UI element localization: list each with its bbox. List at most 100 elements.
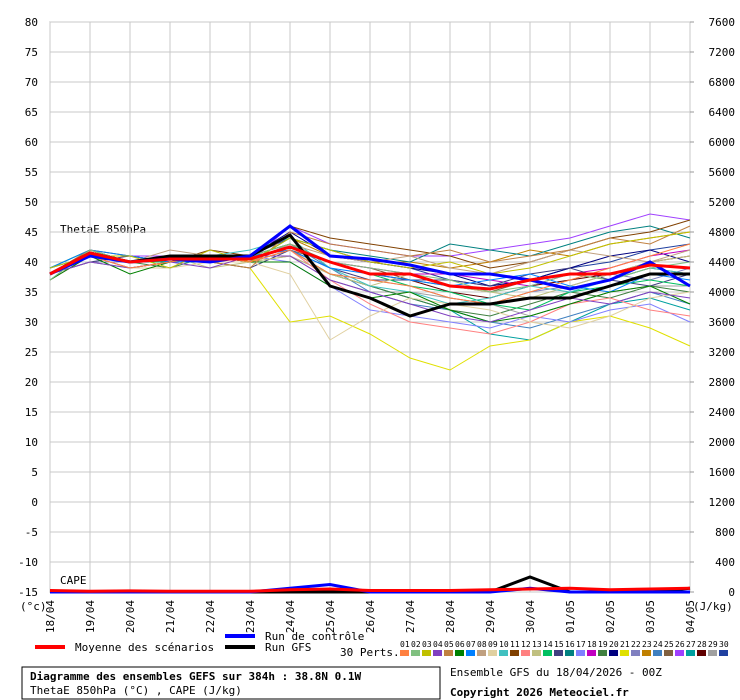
cape-line	[49, 586, 691, 593]
y2-tick-label: 6400	[709, 106, 736, 119]
legend-label: 22	[631, 640, 641, 649]
y2-tick-label: 5600	[709, 166, 736, 179]
legend-swatch	[675, 650, 684, 656]
legend-label: 07	[466, 640, 476, 649]
legend-swatch	[543, 650, 552, 656]
y-tick-label: 20	[25, 376, 38, 389]
series-line	[49, 261, 691, 341]
x-tick-label: 20/04	[124, 600, 137, 633]
legend-swatch	[433, 650, 442, 656]
y-tick-label: 70	[25, 76, 38, 89]
y-tick-label: 50	[25, 196, 38, 209]
y2-tick-label: 3600	[709, 316, 736, 329]
y2-tick-label: 5200	[709, 196, 736, 209]
legend-swatch	[477, 650, 486, 656]
x-tick-label: 28/04	[444, 600, 457, 633]
y-tick-label: -10	[18, 556, 38, 569]
y-tick-label: 60	[25, 136, 38, 149]
legend-label: 20	[609, 640, 619, 649]
legend-label: 03	[422, 640, 432, 649]
y-tick-label: 45	[25, 226, 38, 239]
x-tick-label: 03/05	[644, 600, 657, 633]
x-tick-label: 25/04	[324, 600, 337, 633]
legend-label: 25	[664, 640, 674, 649]
legend-label: 06	[455, 640, 465, 649]
x-tick-label: 04/05	[684, 600, 697, 633]
y-tick-label: 55	[25, 166, 38, 179]
x-tick-label: 29/04	[484, 600, 497, 633]
series-line	[49, 233, 690, 318]
run-info: Ensemble GFS du 18/04/2026 - 00Z	[450, 666, 662, 679]
cape-label: CAPE	[60, 574, 87, 587]
legend-label: 21	[620, 640, 630, 649]
legend-label: Run de contrôle	[265, 630, 364, 643]
x-tick-label: 23/04	[244, 600, 257, 633]
legend-label: 11	[510, 640, 520, 649]
chart-title: Diagramme des ensembles GEFS sur 384h : …	[30, 670, 362, 683]
legend-swatch	[510, 650, 519, 656]
legend-label: 05	[444, 640, 454, 649]
legend-swatch	[565, 650, 574, 656]
legend-swatch	[598, 650, 607, 656]
y2-tick-label: 6800	[709, 76, 736, 89]
legend-swatch	[444, 650, 453, 656]
copyright: Copyright 2026 Meteociel.fr	[450, 686, 629, 699]
legend-label: 28	[697, 640, 707, 649]
x-tick-label: 24/04	[284, 600, 297, 633]
legend-swatch	[422, 650, 431, 656]
y-tick-label: 10	[25, 436, 38, 449]
y2-tick-label: 4400	[709, 256, 736, 269]
y2-axis-label: (J/kg)	[693, 600, 733, 613]
legend-swatch	[664, 650, 673, 656]
y2-tick-label: 800	[715, 526, 735, 539]
y-tick-label: 15	[25, 406, 38, 419]
legend-label: 24	[653, 640, 663, 649]
legend-label: 17	[576, 640, 586, 649]
legend-label: Moyenne des scénarios	[75, 641, 214, 654]
legend-swatch	[609, 650, 618, 656]
y2-tick-label: 2400	[709, 406, 736, 419]
legend-swatch	[554, 650, 563, 656]
y-tick-label: 0	[31, 496, 38, 509]
y2-tick-label: 1200	[709, 496, 736, 509]
y-tick-label: 65	[25, 106, 38, 119]
grid	[49, 21, 691, 593]
y-tick-label: 35	[25, 286, 38, 299]
legend-label: 13	[532, 640, 542, 649]
legend-label: 29	[708, 640, 718, 649]
x-tick-label: 01/05	[564, 600, 577, 633]
legend-label: 23	[642, 640, 652, 649]
legend-label: Run GFS	[265, 641, 311, 654]
legend-label: 02	[411, 640, 421, 649]
legend-swatch	[411, 650, 420, 656]
legend-swatch	[400, 650, 409, 656]
y2-tick-label: 3200	[709, 346, 736, 359]
series-line	[49, 245, 691, 291]
y2-tick-label: 400	[715, 556, 735, 569]
x-tick-label: 22/04	[204, 600, 217, 633]
x-tick-label: 21/04	[164, 600, 177, 633]
legend-swatch	[642, 650, 651, 656]
y-tick-label: -15	[18, 586, 38, 599]
x-tick-label: 26/04	[364, 600, 377, 633]
x-tick-label: 19/04	[84, 600, 97, 633]
y2-tick-label: 4000	[709, 286, 736, 299]
legend-label: 14	[543, 640, 553, 649]
y2-tick-label: 7600	[709, 16, 736, 29]
legend-label: 26	[675, 640, 685, 649]
y-axis-label: (°c)	[20, 600, 47, 613]
y2-tick-label: 6000	[709, 136, 736, 149]
legend-label: 27	[686, 640, 696, 649]
legend-label: 16	[565, 640, 575, 649]
y2-tick-label: 2800	[709, 376, 736, 389]
legend-swatch	[455, 650, 464, 656]
legend-swatch	[631, 650, 640, 656]
legend-swatch	[488, 650, 497, 656]
legend-label: 04	[433, 640, 443, 649]
legend-swatch	[653, 650, 662, 656]
legend-swatch	[521, 650, 530, 656]
legend-label: 19	[598, 640, 608, 649]
x-tick-label: 18/04	[44, 600, 57, 633]
title-box	[21, 666, 441, 700]
